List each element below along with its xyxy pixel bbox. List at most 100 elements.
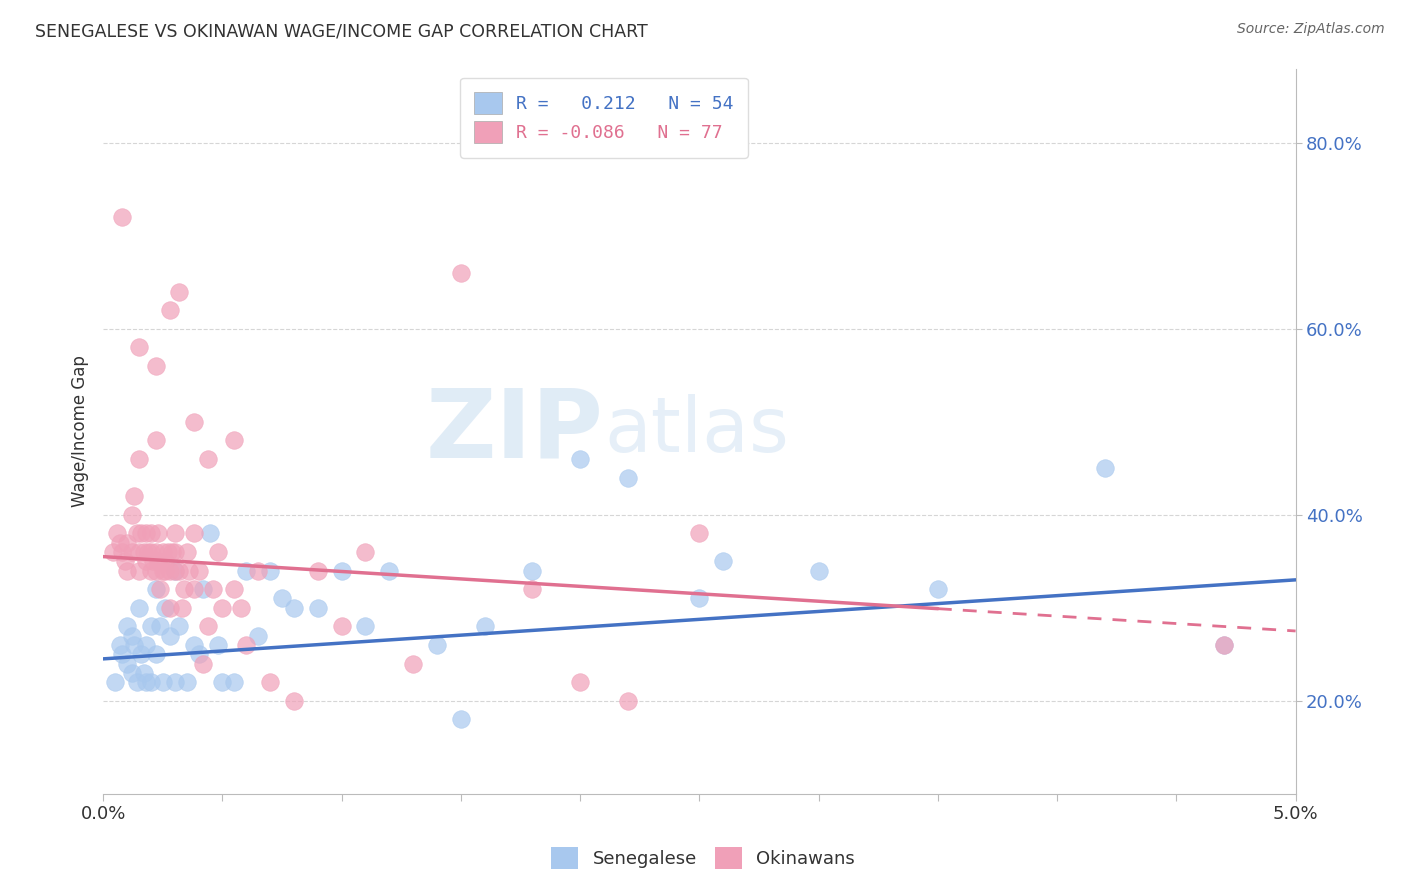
Point — [152, 545, 174, 559]
Point — [617, 470, 640, 484]
Point — [115, 657, 138, 671]
Point — [114, 554, 136, 568]
Point — [159, 629, 181, 643]
Point — [129, 526, 152, 541]
Point — [247, 564, 270, 578]
Point — [807, 564, 830, 578]
Point — [153, 600, 176, 615]
Text: Source: ZipAtlas.com: Source: ZipAtlas.com — [1237, 22, 1385, 37]
Point — [183, 638, 205, 652]
Point — [211, 600, 233, 615]
Point — [135, 554, 157, 568]
Point — [271, 591, 294, 606]
Point — [121, 629, 143, 643]
Point — [159, 564, 181, 578]
Point — [193, 582, 215, 596]
Point — [108, 535, 131, 549]
Point — [115, 619, 138, 633]
Point — [522, 564, 544, 578]
Point — [307, 600, 329, 615]
Point — [145, 564, 167, 578]
Point — [163, 675, 186, 690]
Point — [688, 591, 710, 606]
Point — [108, 638, 131, 652]
Point — [426, 638, 449, 652]
Point — [522, 582, 544, 596]
Point — [173, 582, 195, 596]
Point — [169, 619, 191, 633]
Point — [132, 545, 155, 559]
Point — [711, 554, 734, 568]
Point — [121, 545, 143, 559]
Point — [128, 545, 150, 559]
Point — [330, 619, 353, 633]
Point — [177, 564, 200, 578]
Point — [193, 657, 215, 671]
Point — [149, 619, 172, 633]
Point — [115, 564, 138, 578]
Point — [187, 647, 209, 661]
Point — [283, 694, 305, 708]
Point — [163, 526, 186, 541]
Point — [149, 582, 172, 596]
Point — [129, 647, 152, 661]
Point — [176, 675, 198, 690]
Point — [128, 600, 150, 615]
Point — [111, 647, 134, 661]
Point — [197, 619, 219, 633]
Legend: Senegalese, Okinawans: Senegalese, Okinawans — [541, 838, 865, 879]
Point — [169, 564, 191, 578]
Point — [125, 675, 148, 690]
Point — [159, 303, 181, 318]
Point — [101, 545, 124, 559]
Y-axis label: Wage/Income Gap: Wage/Income Gap — [72, 355, 89, 507]
Point — [135, 526, 157, 541]
Point — [224, 582, 246, 596]
Point — [259, 564, 281, 578]
Point — [231, 600, 253, 615]
Text: ZIP: ZIP — [426, 384, 605, 477]
Point — [132, 665, 155, 680]
Point — [121, 665, 143, 680]
Point — [224, 675, 246, 690]
Point — [139, 545, 162, 559]
Point — [183, 526, 205, 541]
Point — [1094, 461, 1116, 475]
Point — [145, 582, 167, 596]
Point — [128, 340, 150, 354]
Point — [128, 564, 150, 578]
Point — [169, 285, 191, 299]
Point — [142, 554, 165, 568]
Point — [163, 564, 186, 578]
Point — [153, 564, 176, 578]
Point — [354, 545, 377, 559]
Point — [235, 638, 257, 652]
Point — [450, 712, 472, 726]
Point — [146, 526, 169, 541]
Point — [207, 638, 229, 652]
Point — [146, 554, 169, 568]
Point — [139, 526, 162, 541]
Point — [927, 582, 949, 596]
Point — [378, 564, 401, 578]
Point — [235, 564, 257, 578]
Point — [224, 434, 246, 448]
Point — [135, 638, 157, 652]
Point — [139, 675, 162, 690]
Point — [121, 508, 143, 522]
Point — [617, 694, 640, 708]
Point — [145, 647, 167, 661]
Point — [450, 266, 472, 280]
Point — [207, 545, 229, 559]
Point — [145, 545, 167, 559]
Point — [135, 675, 157, 690]
Point — [176, 545, 198, 559]
Point — [159, 600, 181, 615]
Point — [152, 564, 174, 578]
Point — [153, 554, 176, 568]
Point — [145, 434, 167, 448]
Point — [139, 619, 162, 633]
Point — [145, 359, 167, 373]
Point — [163, 545, 186, 559]
Point — [211, 675, 233, 690]
